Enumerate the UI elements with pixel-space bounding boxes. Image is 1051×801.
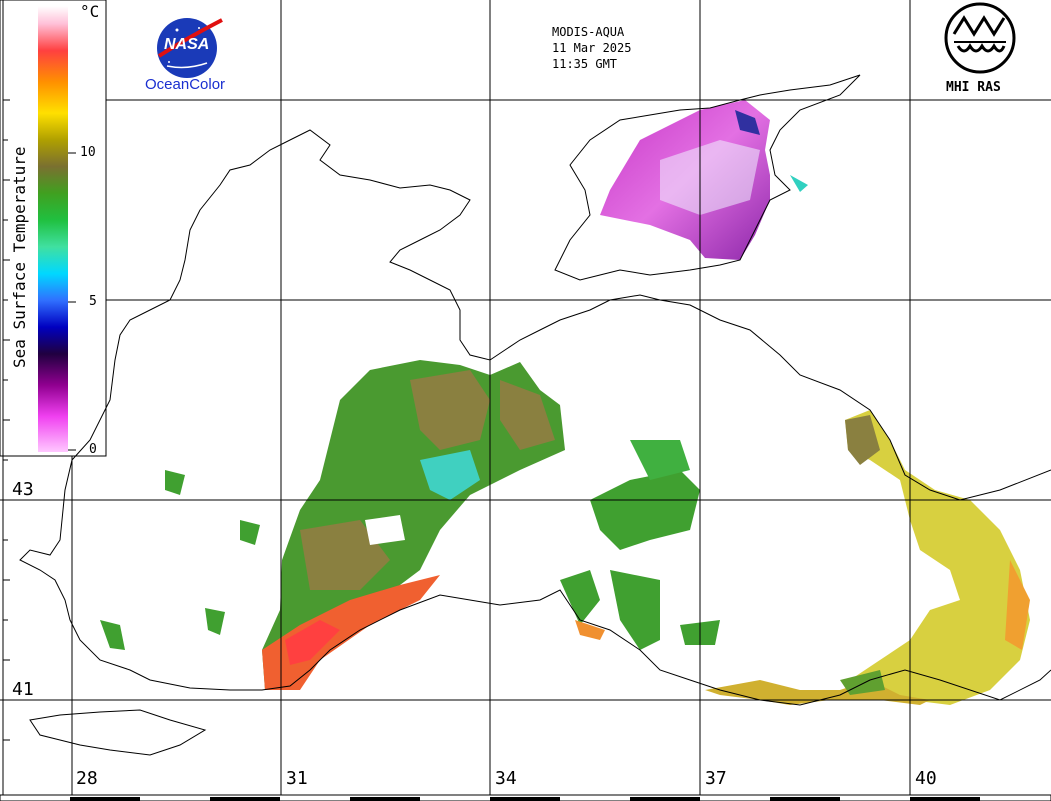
colorbar-title: Sea Surface Temperature (10, 146, 29, 368)
colorbar-unit: °C (80, 2, 100, 21)
nasa-logo-text: NASA (164, 36, 210, 53)
lon-ruler (0, 794, 1051, 801)
colorbar-tick-label-5: 5 (89, 294, 97, 309)
nasa-logo (157, 18, 223, 78)
lon-label-31: 31 (286, 768, 308, 789)
coastline (19, 74, 1051, 756)
lat-label-43: 43 (12, 479, 34, 500)
lon-label-34: 34 (495, 768, 517, 789)
colorbar-tick-label-0: 0 (89, 442, 97, 457)
acquisition-date: 11 Mar 2025 (552, 41, 632, 55)
sensor-name: MODIS-AQUA (552, 25, 625, 39)
mhi-logo (944, 2, 1016, 74)
lon-label-40: 40 (915, 768, 937, 789)
lat-label-41: 41 (12, 679, 34, 700)
agency-label: MHI RAS (946, 80, 1001, 95)
colorbar-tick-label-10: 10 (80, 145, 96, 160)
lon-label-28: 28 (76, 768, 98, 789)
acquisition-time: 11:35 GMT (552, 57, 618, 71)
colorbar-gradient (38, 6, 68, 452)
sensor-info: MODIS-AQUA 11 Mar 2025 11:35 GMT (552, 24, 631, 72)
lon-label-37: 37 (705, 768, 727, 789)
oceancolor-caption: OceanColor (145, 76, 226, 93)
sst-data-layer (100, 100, 1030, 705)
